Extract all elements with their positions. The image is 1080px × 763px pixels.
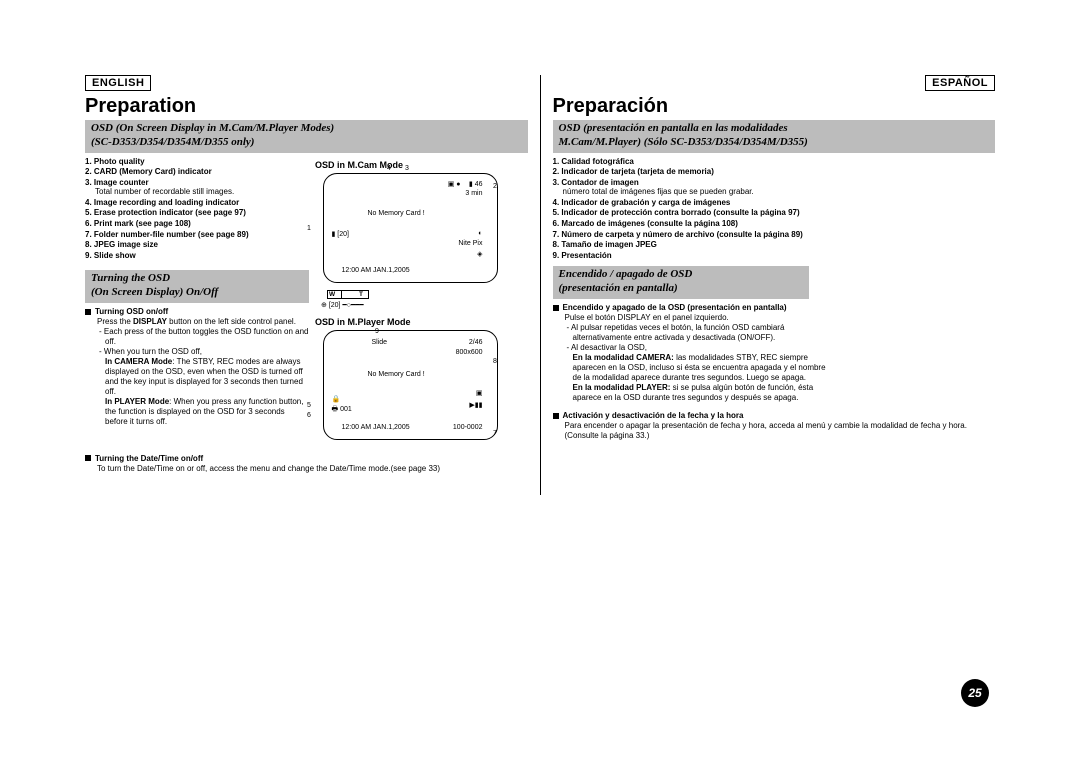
section2-line1: Turning the OSD <box>91 272 170 284</box>
zoom-bar-icon: W T <box>327 290 369 299</box>
section-turning-osd-es: Encendido / apagado de OSD (presentación… <box>553 266 810 299</box>
date-2: 12:00 AM JAN.1,2005 <box>342 424 410 431</box>
bottom-20: [20] <box>329 302 341 309</box>
list-item: 6. Marcado de imágenes (consulte la pági… <box>553 219 996 229</box>
callout-4: 4 <box>387 165 391 172</box>
list-item: 1. Photo quality <box>85 157 309 167</box>
nite-pix: Nite Pix <box>458 240 482 247</box>
section-turning-osd-en: Turning the OSD (On Screen Display) On/O… <box>85 270 309 303</box>
spanish-column: ESPAÑOL Preparación OSD (presentación en… <box>553 75 996 703</box>
section2-line1-es: Encendido / apagado de OSD <box>559 268 693 280</box>
b1-l2-es: Al pulsar repetidas veces el botón, la f… <box>553 323 827 343</box>
callout-5: 5 <box>307 402 311 409</box>
lang-tag-english: ENGLISH <box>85 75 151 91</box>
list-item: 5. Erase protection indicator (see page … <box>85 208 309 218</box>
list-item: 2. CARD (Memory Card) indicator <box>85 167 309 177</box>
date-1: 12:00 AM JAN.1,2005 <box>342 267 410 274</box>
img-size: 800x600 <box>456 349 483 356</box>
b1-l5a: In PLAYER Mode <box>105 397 169 406</box>
b2-lead-en: Turning the Date/Time on/off <box>95 454 203 463</box>
b2-lead-es: Activación y desactivación de la fecha y… <box>563 411 744 420</box>
list-item: 2. Indicador de tarjeta (tarjeta de memo… <box>553 167 996 177</box>
list-item: 4. Image recording and loading indicator <box>85 198 309 208</box>
callout-3: 3 <box>405 165 409 172</box>
b1-l3-es: Al desactivar la OSD, <box>553 343 827 353</box>
folder-num: 100-0002 <box>453 424 483 431</box>
b1-lead-es: Encendido y apagado de la OSD (presentac… <box>563 303 787 312</box>
lang-tag-spanish: ESPAÑOL <box>925 75 995 91</box>
b1-l4a-es: En la modalidad CAMERA: <box>573 353 674 362</box>
section2-line2: (On Screen Display) On/Off <box>91 286 218 298</box>
callout-1: 1 <box>307 225 311 232</box>
osd-mcam-label: OSD in M.Cam Mode <box>315 160 505 170</box>
list-item: 7. Folder number-file number (see page 8… <box>85 230 309 240</box>
english-column: ENGLISH Preparation OSD (On Screen Displ… <box>85 75 528 703</box>
section-line2: (SC-D353/D354/D354M/D355 only) <box>91 136 254 148</box>
list-item: 8. Tamaño de imagen JPEG <box>553 240 996 250</box>
list-item: 8. JPEG image size <box>85 240 309 250</box>
min-label: 3 min <box>465 190 482 197</box>
b1-l5a-es: En la modalidad PLAYER: <box>573 383 671 392</box>
osd-indicator-list-en: 1. Photo quality2. CARD (Memory Card) in… <box>85 157 309 261</box>
no-card-2: No Memory Card ! <box>368 371 425 378</box>
b2-l1-es: Para encender o apagar la presentación d… <box>553 421 996 441</box>
no-card-1: No Memory Card ! <box>368 210 425 217</box>
section-line2-es: M.Cam/M.Player) (Sólo SC-D353/D354/D354M… <box>559 136 808 148</box>
turning-osd-block-en: Turning OSD on/off Press the DISPLAY but… <box>85 307 309 427</box>
callout-6: 6 <box>307 412 311 419</box>
b2-l1-en: To turn the Date/Time on or off, access … <box>85 464 528 474</box>
b1-l1-es: Pulse el botón DISPLAY en el panel izqui… <box>553 313 827 323</box>
diagram-column: OSD in M.Cam Mode 4 3 2 1 ▣ ● ▮ 46 3 min… <box>315 157 505 446</box>
list-item: 6. Print mark (see page 108) <box>85 219 309 229</box>
osd-mplayer-diagram: Slide 2/46 800x600 No Memory Card ! 🔒 ▣ … <box>323 330 498 440</box>
title-english: Preparation <box>85 95 528 118</box>
osd-mplayer-label: OSD in M.Player Mode <box>315 317 505 327</box>
section-line1-es: OSD (presentación en pantalla en las mod… <box>559 122 788 134</box>
list-item: 7. Número de carpeta y número de archivo… <box>553 230 996 240</box>
osd-indicator-list-es: 1. Calidad fotográfica2. Indicador de ta… <box>553 157 996 261</box>
list-item: 3. Image counterTotal number of recordab… <box>85 178 309 197</box>
osd-mcam-diagram: ▣ ● ▮ 46 3 min No Memory Card ! ▮ [20] ◐… <box>323 173 498 283</box>
b1-l2: Each press of the button toggles the OSD… <box>85 327 309 347</box>
turning-datetime-en: Turning the Date/Time on/off To turn the… <box>85 454 528 474</box>
turning-datetime-es: Activación y desactivación de la fecha y… <box>553 411 996 441</box>
turning-osd-block-es: Encendido y apagado de la OSD (presentac… <box>553 303 827 403</box>
turning-osd-lead: Turning OSD on/off <box>95 307 168 316</box>
b1-l3: When you turn the OSD off, <box>85 347 309 357</box>
column-divider <box>540 75 541 495</box>
list-item: 1. Calidad fotográfica <box>553 157 996 167</box>
list-item: 5. Indicador de protección contra borrad… <box>553 208 996 218</box>
list-item: 9. Slide show <box>85 251 309 261</box>
slide-label: Slide <box>372 339 388 346</box>
page-number-badge: 25 <box>961 679 989 707</box>
count-246: 2/46 <box>469 339 483 346</box>
list-item: 3. Contador de imagennúmero total de imá… <box>553 178 996 197</box>
title-spanish: Preparación <box>553 95 996 118</box>
b1-l4a: In CAMERA Mode <box>105 357 172 366</box>
list-item: 4. Indicador de grabación y carga de imá… <box>553 198 996 208</box>
section-line1: OSD (On Screen Display in M.Cam/M.Player… <box>91 122 334 134</box>
section-osd-modes-en: OSD (On Screen Display in M.Cam/M.Player… <box>85 120 528 153</box>
list-item: 9. Presentación <box>553 251 996 261</box>
section2-line2-es: (presentación en pantalla) <box>559 282 678 294</box>
section-osd-modes-es: OSD (presentación en pantalla en las mod… <box>553 120 996 153</box>
manual-page: ENGLISH Preparation OSD (On Screen Displ… <box>85 75 995 703</box>
